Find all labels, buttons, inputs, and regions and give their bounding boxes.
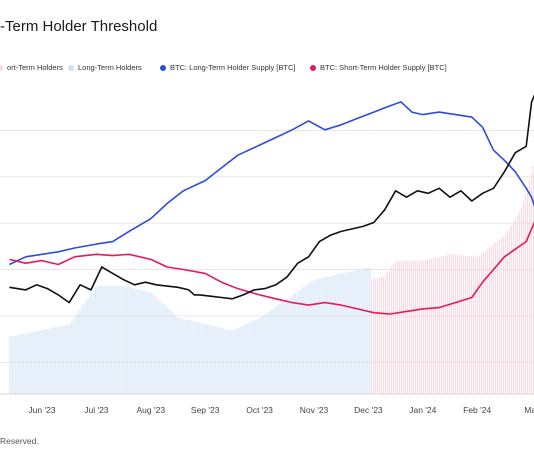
x-axis-ticks: Jun '23 Jul '23 Aug '23 Sep '23 Oct '23 Nov '… <box>28 405 534 415</box>
series-lth-supply-line <box>9 101 534 266</box>
grid <box>0 129 534 395</box>
chart-title: -Term Holder Threshold <box>0 18 158 35</box>
legend-label-sth-supply: BTC: Short-Term Holder Supply [BTC] <box>320 63 447 72</box>
legend-label-lth-supply: BTC: Long-Term Holder Supply [BTC] <box>170 63 296 72</box>
legend-label-short-term-holders: ort-Term Holders <box>7 63 63 72</box>
x-tick-label: Oct '23 <box>246 405 273 415</box>
legend-label-long-term-holders: Long-Term Holders <box>78 63 142 72</box>
legend: ort-Term Holders Long-Term Holders BTC: … <box>0 63 534 75</box>
x-tick-label: Jan '24 <box>409 405 436 415</box>
background-bars <box>9 166 534 394</box>
copyright-footer: Reserved. <box>0 436 39 446</box>
legend-item-sth-supply[interactable]: BTC: Short-Term Holder Supply [BTC] <box>310 63 447 72</box>
x-tick-label: Jul '23 <box>84 405 109 415</box>
legend-swatch-short-term-holders <box>0 64 3 71</box>
legend-swatch-sth-supply <box>310 64 316 71</box>
x-tick-label: Feb '24 <box>463 405 491 415</box>
x-tick-label: Nov '23 <box>300 405 329 415</box>
legend-item-long-term-holders[interactable]: Long-Term Holders <box>68 63 142 72</box>
series-sth-supply-line <box>9 221 534 315</box>
series-price-line <box>9 94 534 304</box>
legend-swatch-lth-supply <box>160 64 166 71</box>
legend-item-lth-supply[interactable]: BTC: Long-Term Holder Supply [BTC] <box>160 63 295 72</box>
legend-item-short-term-holders[interactable]: ort-Term Holders <box>0 63 63 72</box>
legend-swatch-long-term-holders <box>68 64 74 71</box>
x-tick-label: Aug '23 <box>137 405 166 415</box>
x-tick-label: Dec '23 <box>354 405 383 415</box>
x-tick-label: Sep '23 <box>191 405 220 415</box>
x-tick-label: Mar <box>524 405 534 415</box>
x-tick-label: Jun '23 <box>28 405 55 415</box>
series-lines <box>9 94 534 315</box>
